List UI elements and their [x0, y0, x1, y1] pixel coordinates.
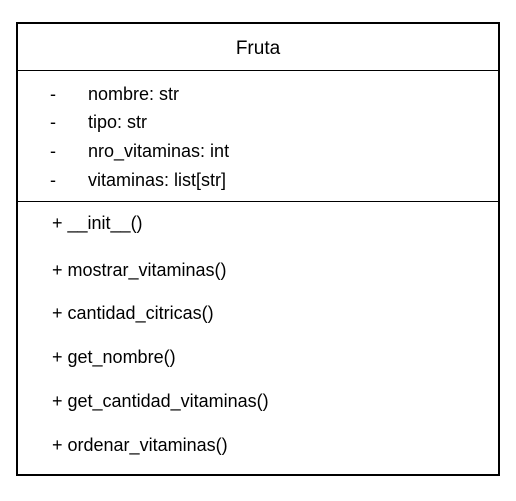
operation-row: + get_nombre() — [52, 347, 176, 367]
attribute-visibility: - — [50, 170, 56, 190]
operation-row: + ordenar_vitaminas() — [52, 435, 228, 455]
attribute-text: vitaminas: list[str] — [88, 170, 227, 190]
attribute-text: nombre: str — [88, 84, 180, 104]
class-header: Fruta — [18, 24, 498, 71]
attribute-visibility: - — [50, 84, 56, 104]
attribute-visibility: - — [50, 141, 56, 161]
operation-row: + mostrar_vitaminas() — [52, 260, 227, 280]
uml-class-box: Fruta - nombre: str - tipo: str - nro_vi… — [16, 22, 500, 476]
class-name: Fruta — [235, 38, 281, 59]
operation-row: + get_cantidad_vitaminas() — [52, 391, 269, 411]
attribute-visibility: - — [50, 112, 56, 132]
attribute-text: tipo: str — [88, 112, 148, 132]
operation-row: + cantidad_citricas() — [52, 303, 214, 323]
attributes-compartment: - nombre: str - tipo: str - nro_vitamina… — [18, 71, 498, 202]
attribute-text: nro_vitaminas: int — [88, 141, 230, 161]
operation-row: + __init__() — [52, 213, 143, 233]
